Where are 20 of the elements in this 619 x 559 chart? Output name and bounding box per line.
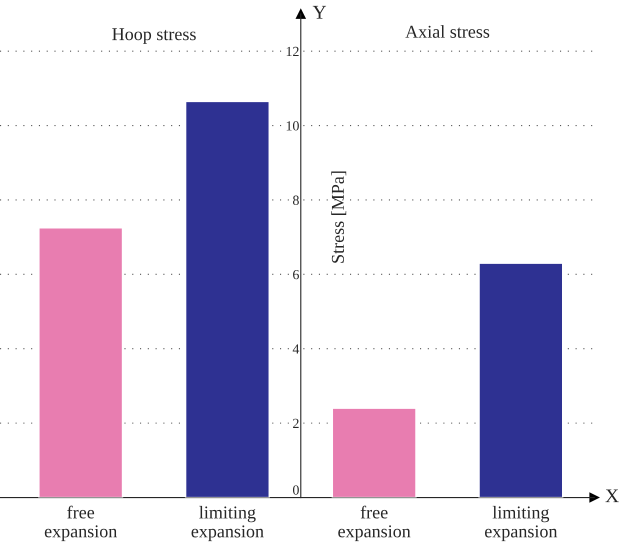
y-tick-label: 10 xyxy=(286,121,299,131)
x-tick-label: free expansion xyxy=(44,506,118,542)
y-axis-title: Stress [MPa] xyxy=(331,172,346,263)
bar xyxy=(478,262,564,498)
annotation: Hoop stress xyxy=(112,28,196,44)
x-tick-label: limiting expansion xyxy=(484,506,558,542)
x-tick-label: free expansion xyxy=(338,506,410,542)
x-tick-label: limiting expansion xyxy=(192,506,264,542)
x-axis-title: X xyxy=(605,489,619,502)
y-tick-label: 4 xyxy=(292,344,300,354)
annotation: Axial stress xyxy=(405,25,490,38)
y-tick-label: 12 xyxy=(286,46,299,56)
annotation: Y xyxy=(312,6,326,19)
bar xyxy=(184,100,270,498)
y-tick-label: 6 xyxy=(293,270,299,280)
y-tick-label: 8 xyxy=(292,196,299,205)
bar xyxy=(332,408,417,498)
y-tick-label: 2 xyxy=(293,418,299,428)
bar xyxy=(38,227,124,498)
y-tick-label: 0 xyxy=(292,485,299,495)
